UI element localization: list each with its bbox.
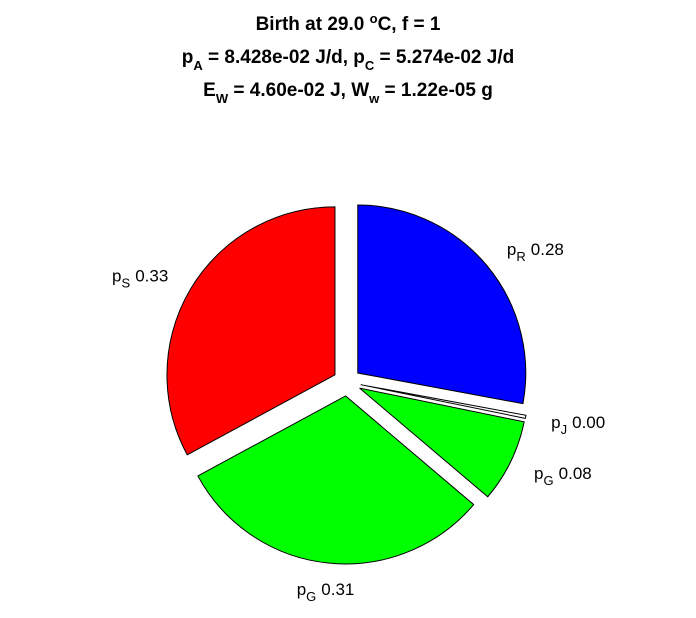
title-segment: w bbox=[368, 91, 380, 106]
label-name: p bbox=[551, 413, 560, 432]
label-sub: J bbox=[561, 422, 568, 437]
pie-slice bbox=[166, 206, 336, 456]
label-value: 0.31 bbox=[321, 580, 354, 599]
title-segment: C bbox=[365, 58, 375, 73]
label-sub: G bbox=[306, 589, 316, 604]
label-name: p bbox=[112, 267, 121, 286]
title-segment: p bbox=[182, 47, 194, 68]
slice-label: pG 0.08 bbox=[534, 464, 592, 488]
title-segment: C, f = 1 bbox=[378, 14, 441, 35]
chart-title: EW = 4.60e-02 J, Ww = 1.22e-05 g bbox=[203, 80, 493, 106]
title-segment: W bbox=[216, 91, 229, 106]
label-name: p bbox=[297, 580, 306, 599]
pie-slice bbox=[359, 387, 525, 498]
pie-slice bbox=[197, 395, 475, 565]
slice-label: pR 0.28 bbox=[507, 240, 564, 264]
label-sub: G bbox=[544, 473, 554, 488]
title-segment: = 8.428e-02 J/d, p bbox=[203, 47, 365, 68]
label-sub: R bbox=[516, 249, 525, 264]
title-segment: = 4.60e-02 J, W bbox=[228, 80, 369, 101]
chart-title: Birth at 29.0 oC, f = 1 bbox=[256, 11, 441, 35]
title-segment: = 5.274e-02 J/d bbox=[374, 47, 514, 68]
title-segment: A bbox=[193, 58, 203, 73]
pie-slice bbox=[360, 384, 527, 419]
label-name: p bbox=[507, 240, 516, 259]
title-segment: o bbox=[370, 11, 378, 26]
title-segment: Birth at 29.0 bbox=[256, 14, 370, 35]
title-segment: E bbox=[203, 80, 216, 101]
label-value: 0.00 bbox=[572, 413, 605, 432]
pie-slice bbox=[357, 204, 527, 405]
slice-label: pG 0.31 bbox=[297, 580, 355, 604]
label-value: 0.33 bbox=[135, 267, 168, 286]
chart-title: pA = 8.428e-02 J/d, pC = 5.274e-02 J/d bbox=[182, 47, 514, 73]
slice-label: pS 0.33 bbox=[112, 267, 168, 291]
label-value: 0.28 bbox=[531, 240, 564, 259]
slice-label: pJ 0.00 bbox=[551, 413, 605, 437]
label-name: p bbox=[534, 464, 543, 483]
label-sub: S bbox=[122, 276, 131, 291]
title-segment: = 1.22e-05 g bbox=[379, 80, 493, 101]
label-value: 0.08 bbox=[559, 464, 592, 483]
